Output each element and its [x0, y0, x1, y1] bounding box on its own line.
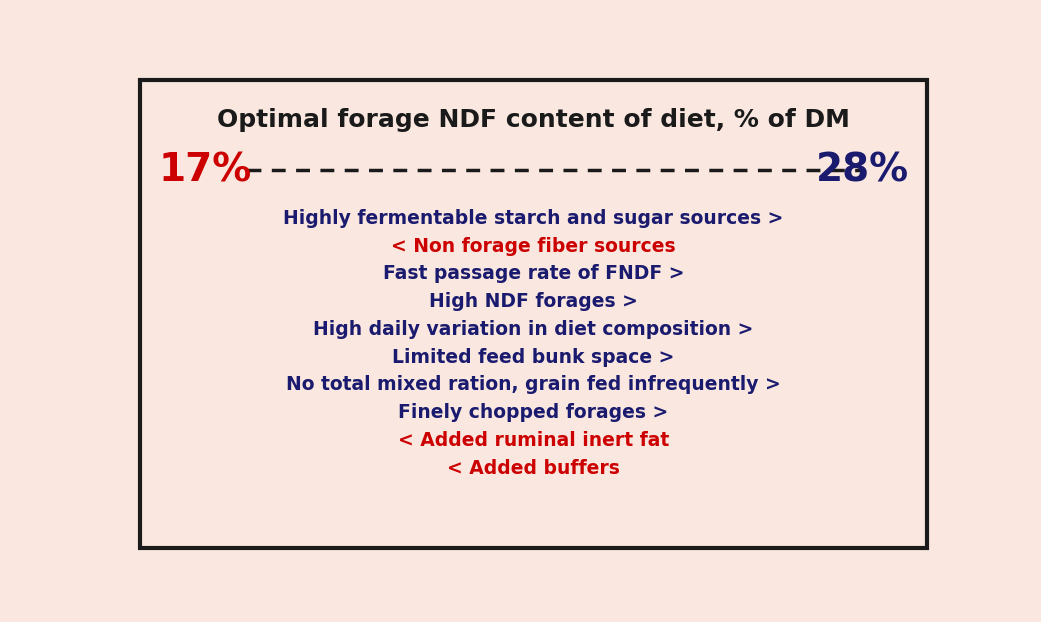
Text: 28%: 28% — [815, 151, 909, 190]
Text: Limited feed bunk space >: Limited feed bunk space > — [392, 348, 675, 367]
Text: No total mixed ration, grain fed infrequently >: No total mixed ration, grain fed infrequ… — [286, 376, 781, 394]
Text: < Non forage fiber sources: < Non forage fiber sources — [391, 236, 676, 256]
Text: 17%: 17% — [158, 151, 252, 190]
FancyBboxPatch shape — [139, 80, 928, 548]
Text: Finely chopped forages >: Finely chopped forages > — [399, 403, 668, 422]
Text: High NDF forages >: High NDF forages > — [429, 292, 638, 311]
Text: < Added ruminal inert fat: < Added ruminal inert fat — [398, 431, 669, 450]
Text: High daily variation in diet composition >: High daily variation in diet composition… — [313, 320, 754, 339]
Text: Optimal forage NDF content of diet, % of DM: Optimal forage NDF content of diet, % of… — [218, 108, 849, 132]
Text: Fast passage rate of FNDF >: Fast passage rate of FNDF > — [383, 264, 684, 284]
Text: < Added buffers: < Added buffers — [447, 459, 620, 478]
Text: Highly fermentable starch and sugar sources >: Highly fermentable starch and sugar sour… — [283, 209, 784, 228]
